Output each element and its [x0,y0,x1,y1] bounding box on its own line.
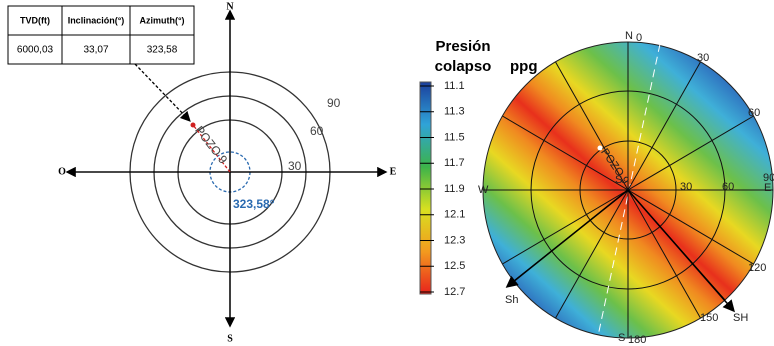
colorbar-tick-label: 11.1 [444,80,465,92]
center-label: S [615,174,622,186]
cell: 33,07 [83,45,108,56]
angle: 150 [700,312,718,324]
west: W [478,184,489,196]
colorbar-tick-label: 12.3 [444,234,465,246]
colorbar [419,81,432,295]
colorbar-tick-label: 12.7 [444,286,465,298]
colorbar-tick-label: 11.5 [444,131,465,143]
north: N [625,30,633,42]
angle: 60 [722,181,734,193]
colorbar-tick-label: 12.5 [444,260,465,272]
angle: 120 [748,262,766,274]
cell: 323,58 [147,45,178,56]
angle: 30 [680,181,692,193]
south: S [227,333,233,344]
angle: 90 [763,172,774,184]
ring-label: 30 [288,159,302,173]
header: Inclinación(°) [68,15,125,25]
colorbar-title: colapso [435,58,492,75]
east: E [764,182,771,194]
angle: 60 [748,107,760,119]
sh-min: Sh [505,294,518,306]
cell: 6000,03 [17,45,54,56]
left-polar [65,9,388,328]
south: S [618,332,625,344]
colorbar-unit: ppg [510,58,538,75]
angle: 30 [697,52,709,64]
south-angle: 180 [628,334,646,346]
ring-label: 60 [310,124,324,138]
sh-max-arrow [627,189,735,313]
well-label: POZO 9 [192,123,230,167]
colorbar-tick-label: 11.3 [444,106,465,118]
colorbar-tick-label: 11.9 [444,183,465,195]
well-table [7,5,195,65]
north: N [226,1,234,12]
colorbar-tick-label: 12.1 [444,209,465,221]
header: TVD(ft) [20,15,50,25]
colorbar-tick-label: 11.7 [444,157,465,169]
sh-min-arrow [505,189,629,288]
sh-max: SH [733,312,748,324]
north-angle: 0 [636,32,642,44]
colorbar-title: Presión [435,38,490,55]
east: E [390,166,397,177]
header: Azimuth(°) [139,15,184,25]
west: O [58,166,66,177]
well-point [597,145,603,151]
well-point [190,122,196,128]
azimuth-label: 323,58° [233,197,275,211]
ring-label: 90 [327,96,341,110]
